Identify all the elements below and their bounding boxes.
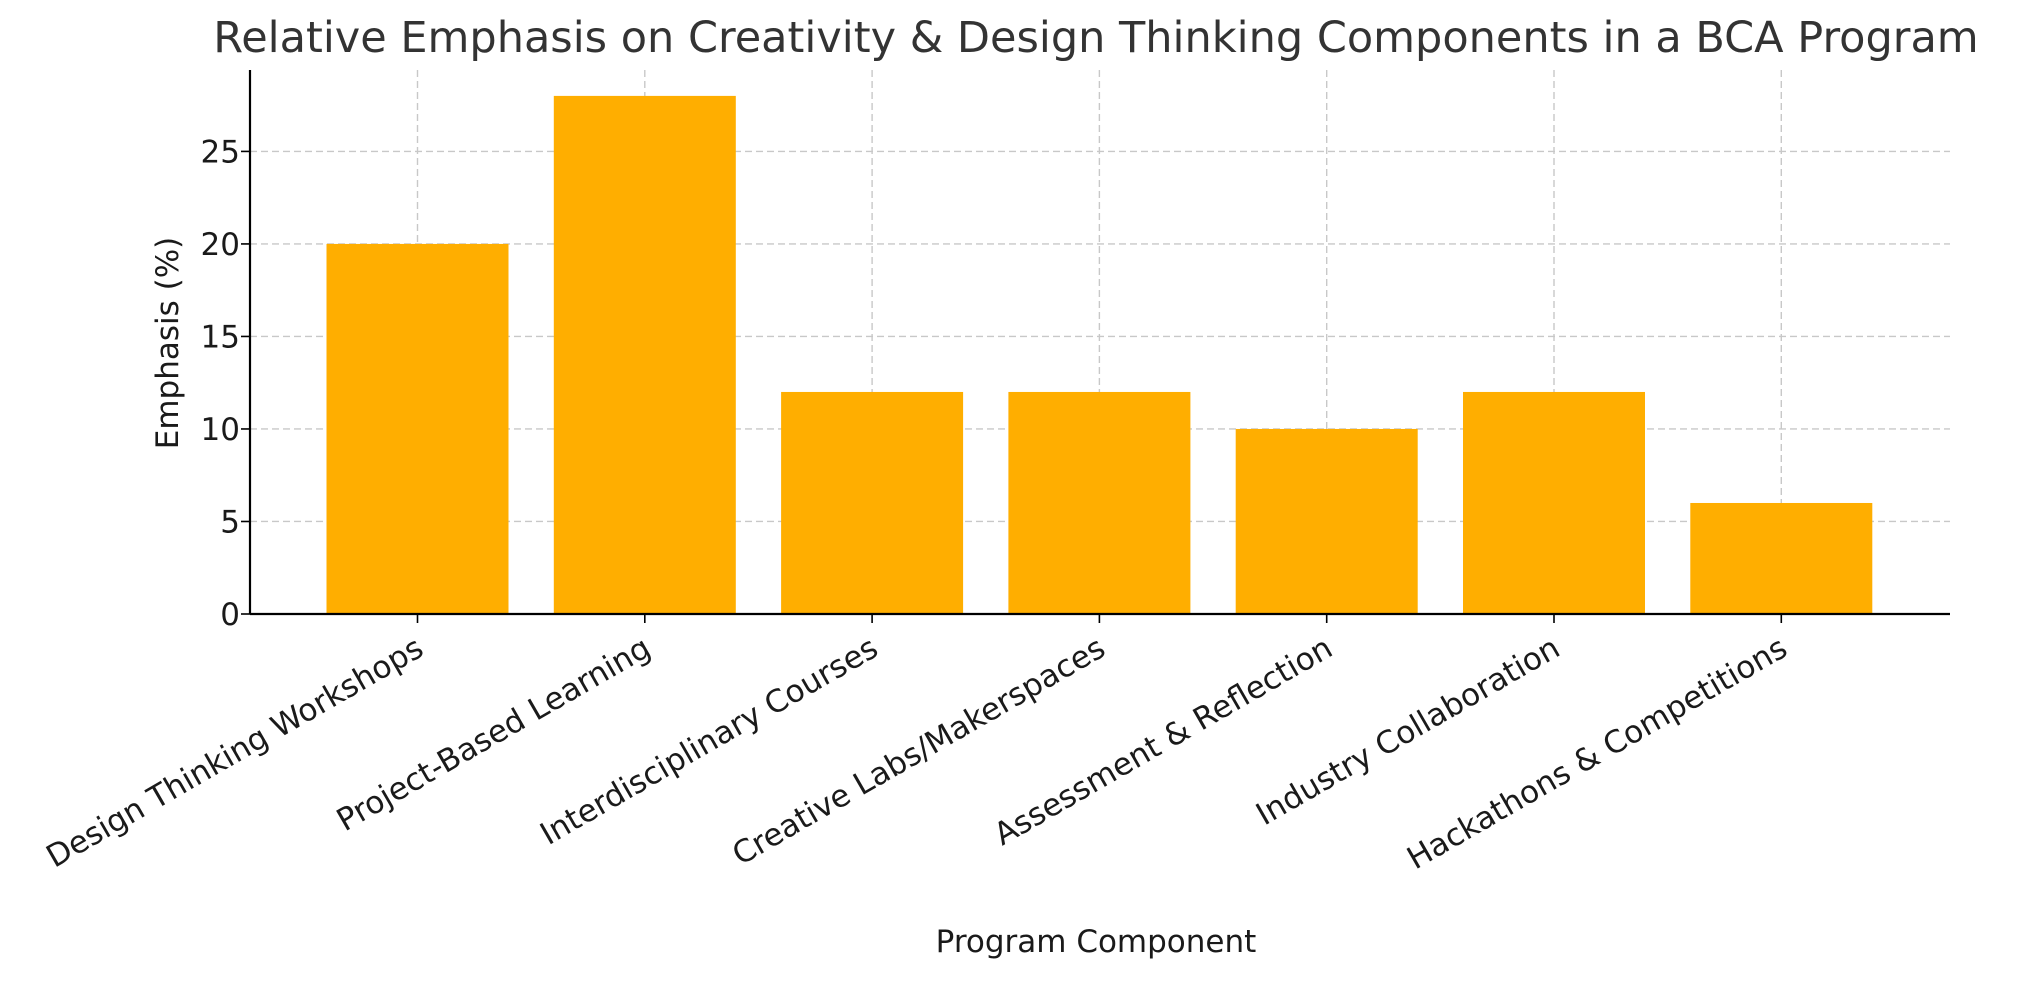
bar [1463,391,1645,614]
x-tick-label: Hackathons & Competitions [1401,630,1793,877]
y-tick-label: 20 [201,227,240,263]
y-ticks: 0 5 10 15 20 25 [201,134,250,633]
bar [553,95,736,614]
bar [781,391,964,614]
x-axis-title: Program Component [936,924,1257,960]
bars [326,95,1873,614]
chart-title: Relative Emphasis on Creativity & Design… [213,13,1978,63]
y-axis-title: Emphasis (%) [150,237,186,450]
bar [1008,391,1191,614]
y-tick-label: 25 [201,134,240,170]
x-tick-label: Design Thinking Workshops [40,630,429,875]
y-tick-label: 5 [220,504,240,540]
x-tick-label: Creative Labs/Makerspaces [726,630,1111,873]
y-tick-label: 15 [201,319,240,355]
y-tick-label: 0 [220,597,240,633]
bar [1235,428,1418,614]
y-tick-label: 10 [201,412,240,448]
bar [326,243,509,614]
bar [1690,502,1873,614]
